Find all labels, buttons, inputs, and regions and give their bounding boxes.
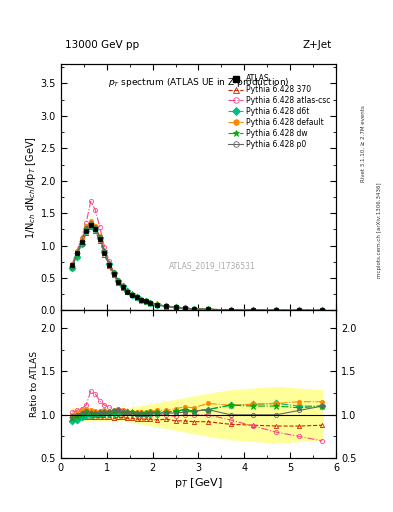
Text: $p_T$ spectrum (ATLAS UE in Z production): $p_T$ spectrum (ATLAS UE in Z production… — [108, 76, 289, 89]
Text: mcplots.cern.ch [arXiv:1306.3436]: mcplots.cern.ch [arXiv:1306.3436] — [377, 183, 382, 278]
Legend: ATLAS, Pythia 6.428 370, Pythia 6.428 atlas-csc, Pythia 6.428 d6t, Pythia 6.428 : ATLAS, Pythia 6.428 370, Pythia 6.428 at… — [226, 73, 332, 150]
Text: Z+Jet: Z+Jet — [303, 40, 332, 50]
Y-axis label: 1/N$_{ch}$ dN$_{ch}$/dp$_{T}$ [GeV]: 1/N$_{ch}$ dN$_{ch}$/dp$_{T}$ [GeV] — [24, 136, 38, 239]
Y-axis label: Ratio to ATLAS: Ratio to ATLAS — [30, 351, 39, 417]
Text: ATLAS_2019_I1736531: ATLAS_2019_I1736531 — [169, 262, 255, 270]
X-axis label: p$_{T}$ [GeV]: p$_{T}$ [GeV] — [174, 476, 223, 490]
Text: Rivet 3.1.10, ≥ 2.7M events: Rivet 3.1.10, ≥ 2.7M events — [361, 105, 366, 182]
Text: 13000 GeV pp: 13000 GeV pp — [65, 40, 139, 50]
